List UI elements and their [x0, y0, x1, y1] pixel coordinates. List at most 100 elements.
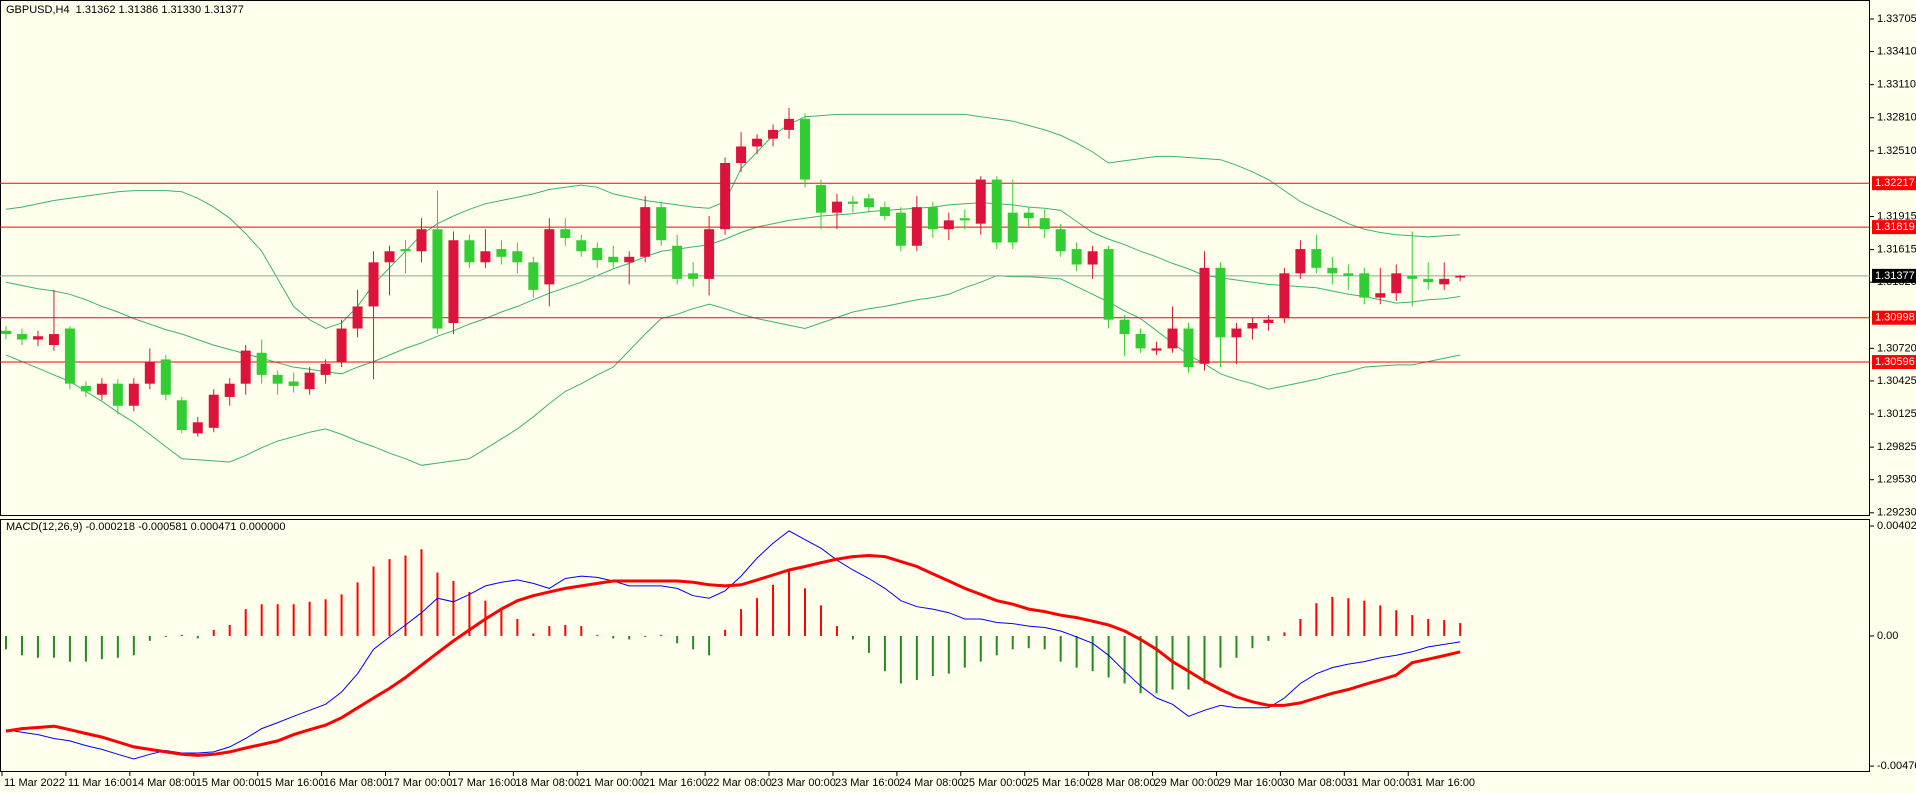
macd-title: MACD(12,26,9) -0.000218 -0.000581 0.0004… [6, 521, 286, 533]
candle-body [1359, 273, 1370, 298]
candle-body [1279, 273, 1290, 318]
candle-body [624, 256, 635, 263]
candle-body [1327, 267, 1338, 274]
candle-body [416, 229, 427, 252]
indicator-line [5, 275, 1461, 466]
candle-body [752, 138, 763, 147]
candle-body [847, 201, 858, 204]
candle-body [975, 179, 986, 224]
candle-body [1135, 334, 1146, 349]
y-tick-label: 1.31915 [1877, 210, 1916, 222]
level-label-box [1872, 310, 1916, 325]
level-label-box [1872, 220, 1916, 235]
candle-body [863, 198, 874, 208]
macd-pane [0, 519, 1870, 772]
x-tick-label: 14 Mar 08:00 [132, 777, 197, 789]
candle-body [400, 249, 411, 252]
candle-body [48, 334, 59, 346]
x-tick-label: 30 Mar 08:00 [1282, 777, 1347, 789]
candle-body [272, 374, 283, 384]
candle-body [80, 385, 91, 392]
candle-body [1231, 328, 1242, 338]
candle-body [1215, 267, 1226, 338]
candle-body [448, 240, 459, 323]
x-tick-label: 22 Mar 08:00 [707, 777, 772, 789]
x-tick-label: 11 Mar 16:00 [68, 777, 132, 789]
level-label: 1.31819 [1875, 221, 1915, 233]
y-tick-label: 1.29825 [1877, 441, 1916, 453]
candle-body [528, 262, 539, 290]
x-tick-label: 29 Mar 00:00 [1155, 777, 1220, 789]
main-pane [0, 0, 1870, 516]
candle-body [112, 383, 123, 406]
candle-body [64, 328, 75, 384]
candle-body [1455, 275, 1466, 278]
last-price-label: 1.31377 [1875, 270, 1915, 282]
candle-body [160, 359, 171, 395]
y-tick-label: 1.29230 [1877, 507, 1916, 519]
candle-body [784, 118, 795, 130]
candle-body [336, 328, 347, 362]
candle-body [592, 247, 603, 261]
level-label: 1.32217 [1875, 177, 1915, 189]
candle-body [1087, 251, 1098, 265]
candle-body [1039, 218, 1050, 230]
candle-body [288, 381, 299, 386]
candle-body [959, 218, 970, 221]
x-tick-label: 25 Mar 16:00 [1027, 777, 1092, 789]
y-tick-label: 1.33110 [1877, 79, 1916, 91]
candle-body [720, 163, 731, 230]
candle-body [1103, 249, 1114, 320]
candle-body [1423, 278, 1434, 283]
candle-body [895, 212, 906, 246]
candle-body [240, 350, 251, 384]
x-tick-label: 15 Mar 00:00 [196, 777, 261, 789]
x-tick-label: 23 Mar 16:00 [835, 777, 900, 789]
candle-body [1343, 273, 1354, 276]
indicator-line [5, 553, 1461, 757]
candle-body [1263, 319, 1274, 323]
level-label: 1.30596 [1875, 356, 1915, 368]
y-tick-label: 1.33705 [1877, 13, 1916, 25]
x-tick-label: 16 Mar 08:00 [324, 777, 389, 789]
indicator-line [5, 113, 1461, 330]
level-label: 1.30998 [1875, 312, 1915, 324]
candle-body [432, 229, 443, 329]
x-tick-label: 31 Mar 16:00 [1410, 777, 1475, 789]
candle-body [560, 229, 571, 239]
candle-body [256, 352, 267, 375]
candle-body [1007, 212, 1018, 243]
candle-body [32, 336, 43, 340]
candle-body [1391, 273, 1402, 294]
candle-body [608, 256, 619, 263]
candle-body [736, 146, 747, 163]
y-tick-label: 1.33410 [1877, 45, 1916, 57]
candle-body [927, 207, 938, 230]
candle-body [1407, 275, 1418, 279]
candle-body [1183, 328, 1194, 368]
y-tick-label: 1.30720 [1877, 342, 1916, 354]
candle-body [1119, 319, 1130, 335]
x-tick-label: 25 Mar 00:00 [963, 777, 1028, 789]
candle-body [768, 129, 779, 139]
x-tick-label: 24 Mar 08:00 [899, 777, 964, 789]
y-tick-label: 1.31615 [1877, 244, 1916, 256]
candle-body [943, 220, 954, 230]
x-tick-label: 23 Mar 00:00 [771, 777, 836, 789]
y-tick-label: 1.30425 [1877, 375, 1916, 387]
candle-body [320, 363, 331, 375]
candle-body [96, 383, 107, 395]
candle-body [879, 207, 890, 216]
candle-body [1167, 328, 1178, 349]
y-tick-label: 1.29530 [1877, 474, 1916, 486]
x-tick-label: 29 Mar 16:00 [1218, 777, 1283, 789]
last-price-box [1872, 268, 1916, 283]
chart-title: GBPUSD,H4 1.31362 1.31386 1.31330 1.3137… [6, 4, 244, 16]
x-tick-label: 21 Mar 00:00 [579, 777, 644, 789]
candle-body [192, 422, 203, 434]
level-label-box [1872, 355, 1916, 370]
y-tick-label: 0.00 [1877, 630, 1898, 642]
candle-body [544, 229, 555, 285]
